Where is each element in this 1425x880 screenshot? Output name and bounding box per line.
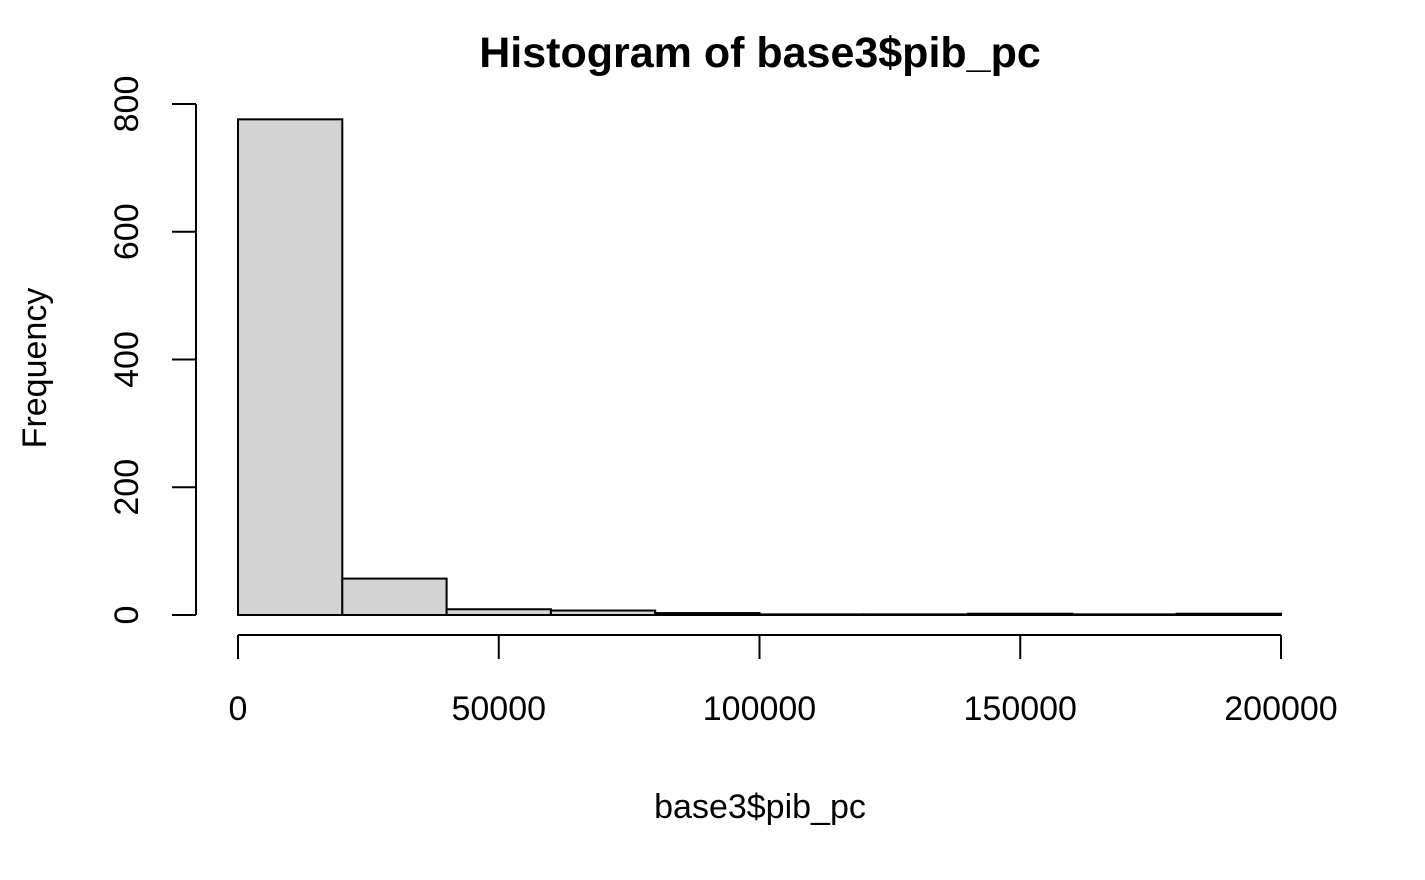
bars-group bbox=[237, 118, 1282, 617]
y-tick-label: 0 bbox=[108, 606, 146, 625]
x-tick-label: 50000 bbox=[451, 690, 546, 728]
histogram-bar bbox=[654, 612, 761, 616]
histogram-bar bbox=[445, 608, 552, 616]
y-axis-title: Frequency bbox=[16, 288, 54, 449]
y-axis: 0 200 400 600 800 bbox=[108, 76, 197, 625]
x-tick-label: 150000 bbox=[964, 690, 1077, 728]
x-tick-label: 200000 bbox=[1224, 690, 1337, 728]
histogram-bar bbox=[1071, 613, 1178, 617]
histogram-bar bbox=[549, 609, 657, 616]
histogram-bar bbox=[758, 613, 865, 617]
histogram-bar bbox=[341, 577, 448, 616]
chart-title: Histogram of base3$pib_pc bbox=[479, 29, 1041, 77]
y-tick-label: 400 bbox=[108, 331, 146, 388]
x-axis-title: base3$pib_pc bbox=[654, 788, 866, 826]
x-tick-label: 0 bbox=[229, 690, 248, 728]
x-axis: 0 50000 100000 150000 200000 bbox=[229, 634, 1338, 728]
y-tick-label: 800 bbox=[108, 76, 146, 133]
histogram-bar bbox=[237, 118, 344, 617]
histogram-bar bbox=[862, 613, 970, 617]
histogram-bar bbox=[967, 612, 1074, 616]
x-tick-label: 100000 bbox=[703, 690, 816, 728]
y-tick-label: 200 bbox=[108, 459, 146, 516]
histogram-bar bbox=[1175, 612, 1282, 616]
y-tick-label: 600 bbox=[108, 203, 146, 260]
